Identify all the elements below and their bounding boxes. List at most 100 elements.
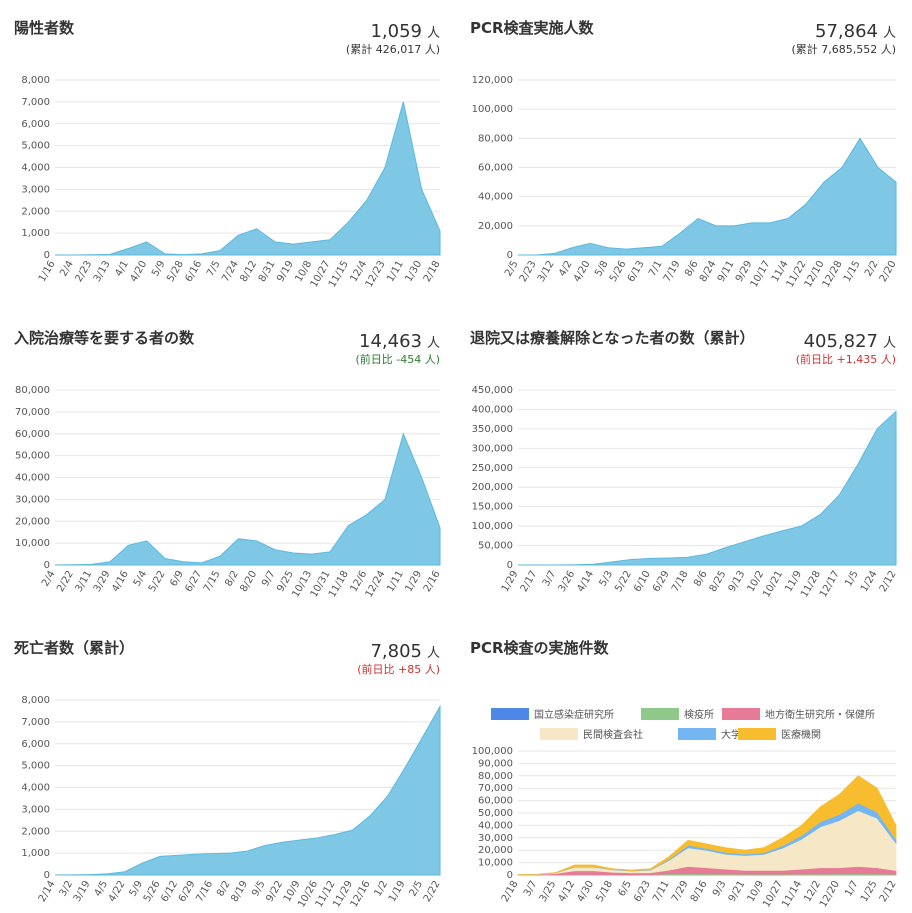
y-tick-label: 0 <box>44 560 50 571</box>
x-tick-label: 2/14 <box>37 879 58 904</box>
y-tick-label: 3,000 <box>21 804 50 815</box>
y-tick-label: 10,000 <box>478 858 513 869</box>
y-tick-label: 6,000 <box>21 119 50 130</box>
headline-note: (前日比 +1,435 人) <box>796 352 896 366</box>
x-tick-label: 4/16 <box>110 569 131 594</box>
stacked-area <box>517 775 897 876</box>
headline-value: 57,864 <box>815 21 878 42</box>
legend-label: 検疫所 <box>684 708 714 721</box>
x-tick-label: 11/14 <box>780 879 804 909</box>
x-tick-label: 12/20 <box>818 879 842 909</box>
x-tick-label: 5/9 <box>150 259 168 278</box>
x-tick-label: 6/9 <box>168 569 186 588</box>
y-tick-label: 50,000 <box>478 541 513 552</box>
x-tick-label: 6/10 <box>632 569 653 594</box>
chart-title: PCR検査の実施件数 <box>470 639 610 657</box>
y-tick-label: 100,000 <box>472 746 513 757</box>
x-tick-label: 2/16 <box>422 569 443 594</box>
y-tick-label: 80,000 <box>478 133 513 144</box>
y-tick-label: 40,000 <box>15 473 50 484</box>
x-tick-label: 2/18 <box>500 879 521 904</box>
y-tick-label: 60,000 <box>478 796 513 807</box>
x-tick-label: 7/11 <box>651 879 672 904</box>
x-tick-label: 1/30 <box>404 259 425 284</box>
y-tick-label: 70,000 <box>15 407 50 418</box>
legend-label: 地方衛生研究所・保健所 <box>765 708 875 721</box>
legend-swatch <box>491 708 529 720</box>
x-tick-label: 2/12 <box>878 879 899 904</box>
x-tick-label: 3/25 <box>538 879 559 904</box>
y-tick-label: 3,000 <box>21 184 50 195</box>
x-tick-label: 6/5 <box>616 879 634 898</box>
legend-swatch <box>540 728 578 740</box>
x-tick-label: 6/12 <box>159 879 180 904</box>
x-tick-label: 2/23 <box>518 259 539 284</box>
area <box>54 432 441 566</box>
x-tick-label: 6/16 <box>184 259 205 284</box>
y-tick-label: 20,000 <box>478 221 513 232</box>
x-tick-label: 8/25 <box>708 569 729 594</box>
x-tick-label: 4/14 <box>575 569 596 594</box>
x-tick-label: 9/19 <box>275 259 296 284</box>
legend-label: 国立感染症研究所 <box>534 708 614 721</box>
x-tick-label: 5/3 <box>598 569 616 588</box>
chart-panel: 入院治療等を要する者の数 14,463 人(前日比 -454 人) 0 10,000 20… <box>14 329 443 599</box>
x-tick-label: 6/29 <box>177 879 198 904</box>
headline-note: (累計 426,017 人) <box>346 42 440 56</box>
x-tick-label: 8/6 <box>692 569 710 588</box>
x-tick-label: 1/16 <box>37 259 58 284</box>
x-tick-label: 9/11 <box>716 259 737 284</box>
chart-panel: PCR検査実施人数 57,864 人(累計 7,685,552 人) 0 20,000 4… <box>470 19 899 289</box>
x-tick-label: 2/22 <box>422 879 443 904</box>
chart-panel: 陽性者数 1,059 人(累計 426,017 人) 0 1,000 2,000 3,000… <box>14 19 443 289</box>
y-tick-label: 300,000 <box>472 443 513 454</box>
legend-label: 医療機関 <box>781 728 821 741</box>
y-tick-label: 200,000 <box>472 482 513 493</box>
y-tick-label: 50,000 <box>15 451 50 462</box>
x-tick-label: 3/13 <box>92 259 113 284</box>
area <box>518 410 897 566</box>
chart-title: 入院治療等を要する者の数 <box>14 329 195 347</box>
y-tick-label: 6,000 <box>21 739 50 750</box>
y-tick-label: 1,000 <box>21 848 50 859</box>
x-tick-label: 2/5 <box>503 259 521 278</box>
headline-value: 7,805 <box>370 641 422 662</box>
x-tick-label: 9/13 <box>727 569 748 594</box>
x-tick-label: 2/17 <box>519 569 540 594</box>
headline-unit: 人 <box>427 26 440 41</box>
x-tick-label: 9/21 <box>727 879 748 904</box>
chart-title: 退院又は療養解除となった者の数（累計） <box>470 329 755 347</box>
x-tick-label: 2/4 <box>40 569 58 588</box>
headline-unit: 人 <box>427 336 440 351</box>
x-tick-label: 5/8 <box>593 259 611 278</box>
y-tick-label: 8,000 <box>21 75 50 86</box>
x-tick-label: 8/31 <box>257 259 278 284</box>
x-tick-label: 9/3 <box>711 879 729 898</box>
x-tick-label: 6/13 <box>626 259 647 284</box>
headline-unit: 人 <box>883 26 896 41</box>
x-tick-label: 4/1 <box>113 259 131 278</box>
y-tick-label: 30,000 <box>478 833 513 844</box>
y-tick-label: 60,000 <box>478 163 513 174</box>
y-tick-label: 150,000 <box>472 502 513 513</box>
y-tick-label: 0 <box>507 870 513 881</box>
x-tick-label: 2/22 <box>55 569 76 594</box>
headline-unit: 人 <box>427 646 440 661</box>
x-tick-label: 8/6 <box>683 259 701 278</box>
x-tick-label: 6/29 <box>651 569 672 594</box>
x-tick-label: 3/12 <box>536 259 557 284</box>
x-tick-label: 2/18 <box>422 259 443 284</box>
headline-value: 1,059 <box>370 21 422 42</box>
x-tick-label: 9/22 <box>264 879 285 904</box>
x-tick-label: 3/26 <box>557 569 578 594</box>
x-tick-label: 10/21 <box>761 569 785 599</box>
x-tick-label: 1/29 <box>404 569 425 594</box>
x-tick-label: 4/30 <box>575 879 596 904</box>
x-tick-label: 5/28 <box>165 259 186 284</box>
y-tick-label: 5,000 <box>21 141 50 152</box>
x-tick-label: 6/27 <box>184 569 205 594</box>
x-tick-label: 3/7 <box>541 569 559 588</box>
y-tick-label: 60,000 <box>15 429 50 440</box>
